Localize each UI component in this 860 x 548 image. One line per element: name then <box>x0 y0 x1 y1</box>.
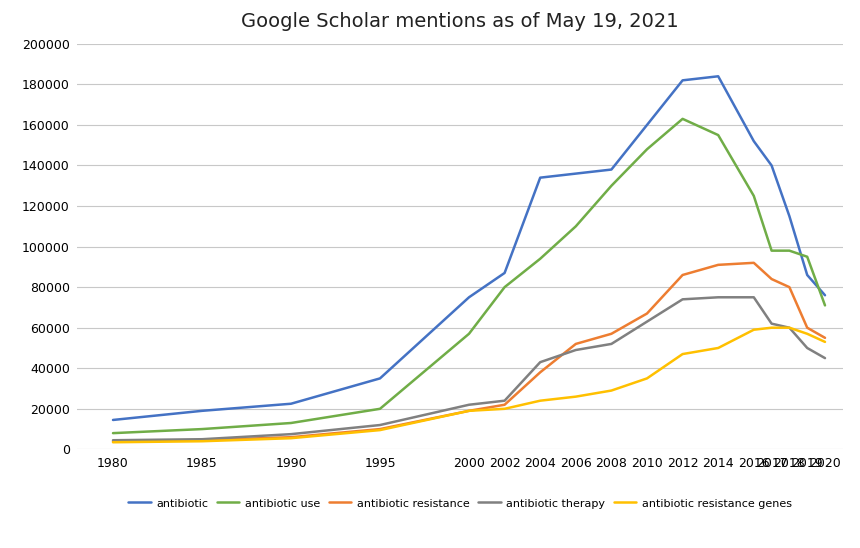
antibiotic <box>108 416 118 423</box>
antibiotic resistance <box>713 261 723 268</box>
antibiotic resistance genes <box>642 375 652 381</box>
antibiotic <box>749 138 759 145</box>
antibiotic therapy <box>784 324 795 331</box>
antibiotic use <box>606 182 617 189</box>
antibiotic resistance <box>784 284 795 290</box>
antibiotic use <box>535 255 545 262</box>
antibiotic resistance genes <box>784 324 795 331</box>
antibiotic use <box>375 406 385 412</box>
antibiotic resistance genes <box>802 330 813 337</box>
antibiotic use <box>766 247 777 254</box>
antibiotic <box>642 122 652 128</box>
antibiotic <box>500 270 510 276</box>
antibiotic resistance <box>464 408 474 414</box>
Line: antibiotic resistance: antibiotic resistance <box>113 263 825 441</box>
antibiotic resistance <box>802 324 813 331</box>
Line: antibiotic resistance genes: antibiotic resistance genes <box>113 328 825 442</box>
antibiotic resistance genes <box>606 387 617 394</box>
antibiotic <box>820 292 830 299</box>
antibiotic resistance genes <box>197 438 207 444</box>
antibiotic therapy <box>713 294 723 300</box>
Line: antibiotic use: antibiotic use <box>113 119 825 433</box>
antibiotic therapy <box>749 294 759 300</box>
antibiotic resistance <box>766 276 777 282</box>
Line: antibiotic therapy: antibiotic therapy <box>113 297 825 440</box>
antibiotic therapy <box>642 318 652 325</box>
antibiotic resistance <box>375 426 385 432</box>
antibiotic therapy <box>375 422 385 429</box>
antibiotic use <box>571 223 581 230</box>
antibiotic <box>678 77 688 84</box>
antibiotic resistance genes <box>108 439 118 446</box>
antibiotic resistance genes <box>500 406 510 412</box>
antibiotic therapy <box>286 431 296 437</box>
antibiotic resistance <box>749 260 759 266</box>
antibiotic resistance genes <box>375 427 385 433</box>
antibiotic <box>375 375 385 381</box>
antibiotic therapy <box>571 347 581 353</box>
antibiotic use <box>802 253 813 260</box>
antibiotic resistance genes <box>286 435 296 442</box>
antibiotic resistance <box>500 402 510 408</box>
Legend: antibiotic, antibiotic use, antibiotic resistance, antibiotic therapy, antibioti: antibiotic, antibiotic use, antibiotic r… <box>128 498 792 509</box>
antibiotic resistance genes <box>535 397 545 404</box>
antibiotic resistance <box>820 334 830 341</box>
antibiotic use <box>197 426 207 432</box>
antibiotic resistance <box>535 369 545 375</box>
antibiotic use <box>784 247 795 254</box>
antibiotic therapy <box>464 402 474 408</box>
antibiotic use <box>642 146 652 152</box>
antibiotic resistance genes <box>749 327 759 333</box>
antibiotic resistance <box>571 341 581 347</box>
antibiotic use <box>820 302 830 309</box>
antibiotic therapy <box>535 359 545 366</box>
antibiotic <box>286 401 296 407</box>
antibiotic <box>766 162 777 169</box>
antibiotic therapy <box>108 437 118 443</box>
antibiotic <box>606 166 617 173</box>
antibiotic use <box>500 284 510 290</box>
antibiotic therapy <box>500 397 510 404</box>
Title: Google Scholar mentions as of May 19, 2021: Google Scholar mentions as of May 19, 20… <box>242 12 679 31</box>
antibiotic resistance <box>197 437 207 443</box>
antibiotic <box>464 294 474 300</box>
antibiotic resistance genes <box>678 351 688 357</box>
antibiotic resistance genes <box>820 339 830 345</box>
antibiotic therapy <box>197 436 207 442</box>
antibiotic therapy <box>802 345 813 351</box>
antibiotic resistance genes <box>464 408 474 414</box>
antibiotic resistance <box>108 438 118 444</box>
antibiotic use <box>286 420 296 426</box>
antibiotic <box>713 73 723 79</box>
antibiotic use <box>108 430 118 436</box>
antibiotic therapy <box>820 355 830 362</box>
antibiotic <box>535 174 545 181</box>
antibiotic <box>197 408 207 414</box>
antibiotic therapy <box>766 321 777 327</box>
antibiotic resistance genes <box>713 345 723 351</box>
antibiotic resistance <box>606 330 617 337</box>
antibiotic <box>571 170 581 177</box>
antibiotic resistance genes <box>766 324 777 331</box>
antibiotic resistance genes <box>571 393 581 400</box>
antibiotic resistance <box>642 310 652 317</box>
antibiotic resistance <box>286 434 296 441</box>
antibiotic use <box>713 132 723 138</box>
antibiotic <box>784 213 795 219</box>
antibiotic <box>802 272 813 278</box>
antibiotic therapy <box>606 341 617 347</box>
Line: antibiotic: antibiotic <box>113 76 825 420</box>
antibiotic therapy <box>678 296 688 302</box>
antibiotic resistance <box>678 272 688 278</box>
antibiotic use <box>749 192 759 199</box>
antibiotic use <box>464 330 474 337</box>
antibiotic use <box>678 116 688 122</box>
